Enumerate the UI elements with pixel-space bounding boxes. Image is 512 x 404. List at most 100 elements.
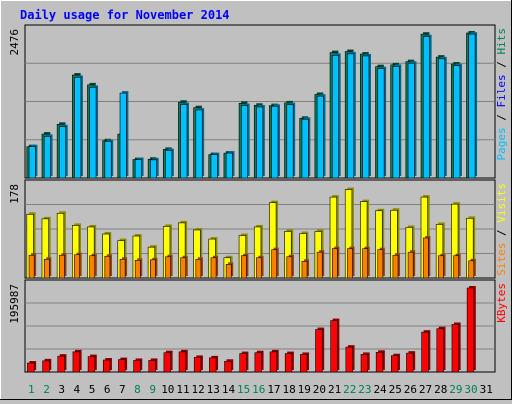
- sites-bar: [180, 257, 187, 279]
- x-tick-label: 29: [449, 383, 462, 396]
- x-tick-label: 12: [192, 383, 205, 396]
- sites-bar: [241, 255, 247, 279]
- kbytes-bar: [209, 357, 217, 373]
- x-tick-label: 31: [480, 383, 493, 396]
- sites-bar: [468, 260, 475, 279]
- kbytes-bar: [451, 324, 459, 373]
- x-tick-label: 2: [43, 383, 50, 396]
- sites-bar: [119, 258, 126, 279]
- x-tick-label: 22: [343, 383, 356, 396]
- sites-bar: [301, 261, 308, 279]
- kbytes-bar: [224, 360, 232, 373]
- x-axis-labels: 1 2 3 4 5 6 7 8 9 10 11 12 13 14 15 16 17 18 19 20 21 22 23 24 2…: [28, 383, 493, 396]
- sites-bar: [150, 259, 156, 279]
- kbytes-bar: [269, 351, 278, 373]
- files-bar: [453, 65, 461, 179]
- x-tick-label: 13: [207, 383, 220, 396]
- panel-kbytes: 195987 KBytes: [8, 279, 508, 373]
- files-bar: [286, 104, 294, 179]
- files-bar: [150, 159, 158, 179]
- files-bar: [43, 136, 51, 179]
- panel-visits-legend: Sites / Visits: [495, 183, 508, 276]
- files-bar: [392, 66, 400, 179]
- kbytes-bar: [57, 355, 65, 373]
- sites-bar: [165, 256, 171, 279]
- panel-hits: 2476 Pages / Files / Hits: [8, 24, 508, 179]
- x-tick-label: 25: [389, 383, 402, 396]
- sites-bar: [104, 255, 111, 279]
- files-bar: [316, 95, 324, 179]
- x-tick-label: 14: [222, 383, 236, 396]
- files-bar: [422, 36, 430, 179]
- kbytes-bar: [315, 329, 323, 373]
- sites-bar: [438, 255, 444, 279]
- x-tick-label: 10: [161, 383, 174, 396]
- x-tick-label: 4: [74, 383, 81, 396]
- kbytes-bar: [345, 346, 353, 373]
- x-tick-label: 20: [313, 383, 326, 396]
- x-tick-label: 24: [373, 383, 387, 396]
- x-tick-label: 28: [434, 383, 447, 396]
- files-bar: [377, 68, 385, 179]
- kbytes-bar: [436, 328, 444, 373]
- panel-visits: 178 Sites / Visits: [8, 179, 508, 279]
- sites-bar: [28, 254, 35, 279]
- kbytes-bar: [87, 356, 96, 373]
- sites-bar: [74, 254, 80, 279]
- files-bar: [28, 146, 36, 179]
- kbytes-bar: [300, 354, 308, 373]
- files-bar: [165, 150, 173, 179]
- x-tick-label: 26: [404, 383, 417, 396]
- kbytes-bar: [239, 353, 247, 373]
- kbytes-bar: [406, 352, 414, 373]
- chart-title: Daily usage for November 2014: [20, 8, 230, 22]
- files-bar: [331, 55, 339, 179]
- x-tick-label: 27: [419, 383, 432, 396]
- kbytes-bar: [254, 352, 262, 373]
- x-tick-label: 17: [267, 383, 280, 396]
- legend-separator: /: [495, 108, 508, 128]
- kbytes-bar: [421, 331, 429, 373]
- x-tick-label: 19: [298, 383, 311, 396]
- x-tick-label: 8: [134, 383, 141, 396]
- x-tick-label: 18: [282, 383, 295, 396]
- sites-bar: [210, 257, 217, 279]
- sites-bar: [453, 255, 459, 279]
- sites-bar: [407, 251, 414, 279]
- files-bar: [301, 119, 309, 179]
- kbytes-bar: [391, 355, 399, 373]
- x-tick-label: 30: [464, 383, 477, 396]
- panel-hits-legend: Pages / Files / Hits: [495, 28, 508, 161]
- x-tick-label: 3: [58, 383, 65, 396]
- files-bar: [210, 154, 218, 179]
- sites-bar: [331, 248, 338, 279]
- kbytes-bar: [193, 357, 202, 373]
- legend-kbytes: KBytes: [495, 283, 508, 323]
- sites-bar: [271, 249, 278, 279]
- x-tick-label: 7: [119, 383, 126, 396]
- files-bar: [89, 87, 97, 179]
- sites-bar: [195, 258, 202, 279]
- x-tick-label: 15: [237, 383, 250, 396]
- kbytes-bar: [133, 360, 141, 373]
- kbytes-bar: [27, 362, 35, 373]
- x-tick-label: 11: [176, 383, 189, 396]
- sites-bar: [347, 248, 353, 279]
- legend-separator: /: [495, 55, 508, 75]
- legend-sites: Sites: [495, 243, 508, 276]
- x-tick-label: 16: [252, 383, 265, 396]
- files-bar: [362, 55, 370, 179]
- files-bar: [241, 105, 248, 179]
- files-bar: [74, 77, 82, 179]
- panel-kbytes-ymax-label: 195987: [8, 284, 21, 324]
- legend-separator: /: [495, 223, 508, 243]
- kbytes-bar: [163, 352, 171, 373]
- files-bar: [407, 62, 415, 179]
- kbytes-bar: [118, 359, 126, 373]
- kbytes-bar: [284, 353, 293, 373]
- sites-bar: [225, 264, 232, 279]
- kbytes-bar: [375, 351, 384, 373]
- files-bar: [134, 159, 142, 179]
